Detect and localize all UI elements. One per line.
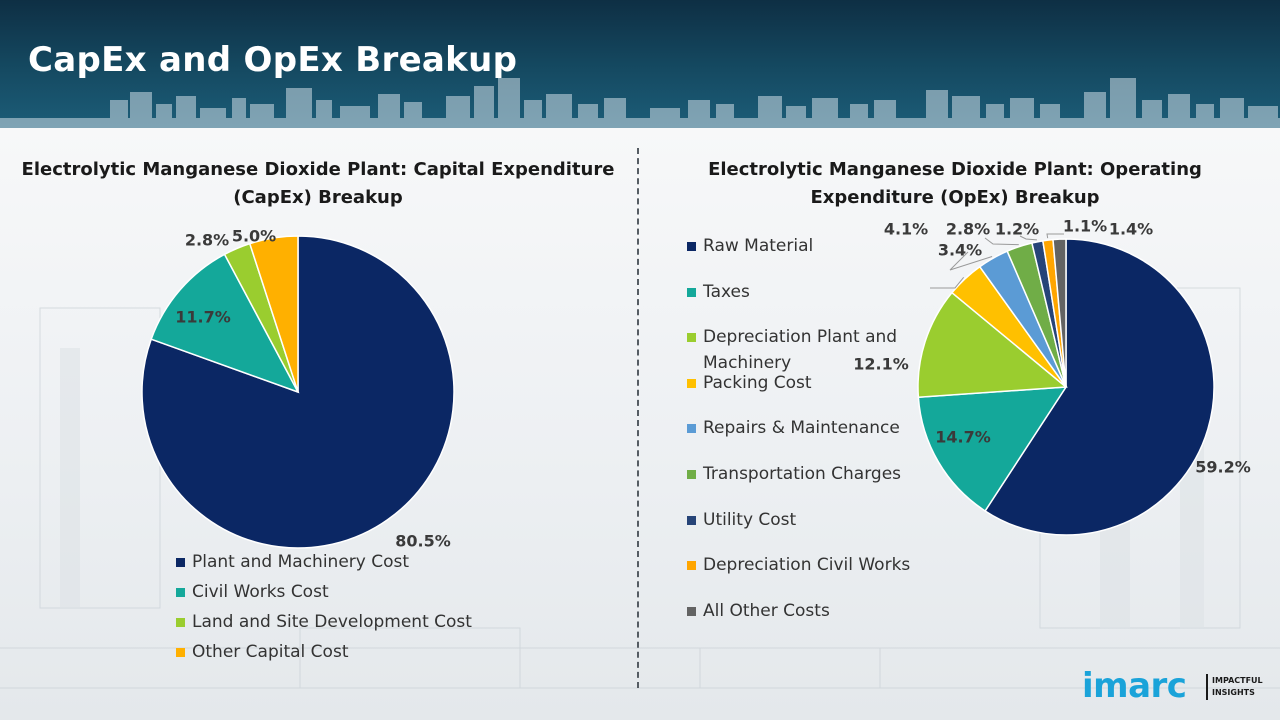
legend-swatch: [687, 561, 696, 571]
legend-label: Depreciation Civil Works: [703, 555, 911, 576]
data-label-raw-material: 59.2%: [1195, 458, 1251, 477]
page-title: CapEx and OpEx Breakup: [28, 40, 518, 80]
pie-slice-other-capital-cost: [248, 235, 299, 393]
legend-item-land-and-site-development-cost: Land and Site Development Cost: [176, 607, 472, 637]
content-area: Electrolytic Manganese Dioxide Plant: Ca…: [0, 128, 1280, 720]
data-label-repairs-and-maintenance: 3.4%: [938, 241, 982, 260]
data-label-depreciation-civil-works: 1.1%: [1063, 217, 1107, 236]
leader-line-repairs-and-maintenance: [949, 251, 993, 271]
logo-wordmark: imarc: [1082, 666, 1187, 706]
legend-swatch: [687, 515, 696, 525]
legend-label: Raw Material: [703, 236, 814, 256]
legend-swatch: [176, 558, 185, 567]
data-label-all-other-costs: 1.4%: [1109, 220, 1153, 239]
legend-swatch: [687, 333, 696, 343]
legend-label: Utility Cost: [703, 509, 797, 530]
pie-slice-civil-works-cost: [150, 253, 300, 394]
legend-item-all-other-costs: All Other Costs: [687, 598, 917, 644]
legend-item-depreciation-civil-works: Depreciation Civil Works: [687, 552, 917, 598]
leader-line-utility-cost: [1019, 235, 1038, 241]
legend-label: Other Capital Cost: [192, 642, 349, 662]
legend-label: Repairs & Maintenance: [703, 418, 900, 439]
opex-legend: Raw Material Taxes Depreciation Plant and …: [687, 233, 917, 643]
legend-label: Land and Site Development Cost: [192, 612, 472, 632]
opex-chart-title: Electrolytic Manganese Dioxide Plant: Op…: [708, 159, 1202, 208]
legend-item-depreciation-plant-and-machinery: Depreciation Plant and Machinery: [687, 324, 917, 374]
legend-item-utility-cost: Utility Cost: [687, 507, 917, 553]
data-label-utility-cost: 1.2%: [995, 220, 1039, 239]
legend-label: Taxes: [703, 281, 750, 302]
pie-slice-taxes: [917, 386, 1068, 512]
legend-swatch: [687, 424, 696, 434]
legend-item-plant-and-machinery-cost: Plant and Machinery Cost: [176, 547, 472, 577]
legend-swatch: [176, 618, 185, 627]
leader-line-packing-cost: [930, 277, 965, 289]
legend-item-taxes: Taxes: [687, 279, 917, 325]
legend-swatch: [687, 378, 696, 388]
legend-swatch: [176, 588, 185, 597]
legend-swatch: [687, 242, 696, 251]
leader-line-depreciation-civil-works: [1046, 233, 1064, 239]
data-label-other-capital-cost: 5.0%: [232, 227, 276, 246]
data-label-packing-cost: 4.1%: [884, 220, 928, 239]
capex-chart-title: Electrolytic Manganese Dioxide Plant: Ca…: [21, 159, 615, 208]
data-label-land-and-site-development-cost: 2.8%: [185, 231, 229, 250]
opex-pie-chart: 59.2% 14.7% 12.1% 4.1% 3.4% 2.8% 1.2% 1.1% 1.4%: [853, 217, 1251, 536]
legend-label: All Other Costs: [703, 600, 830, 621]
logo-tagline: IMPACTFUL INSIGHTS: [1212, 676, 1263, 697]
imarc-logo: imarc IMPACTFUL INSIGHTS: [1082, 664, 1263, 708]
pie-slice-raw-material: [984, 238, 1215, 536]
legend-item-other-capital-cost: Other Capital Cost: [176, 637, 472, 667]
data-label-taxes: 14.7%: [935, 428, 991, 447]
logo-divider: [1206, 674, 1208, 700]
leader-line-transportation-charges: [984, 237, 1019, 246]
legend-label: Civil Works Cost: [192, 582, 329, 602]
legend-swatch: [687, 287, 696, 297]
legend-label: Transportation Charges: [703, 463, 902, 484]
pie-slice-all-other-costs: [1052, 238, 1067, 388]
legend-item-repairs-and-maintenance: Repairs & Maintenance: [687, 415, 917, 461]
legend-item-packing-cost: Packing Cost: [687, 370, 917, 416]
data-label-depreciation-plant-and-machinery: 12.1%: [853, 355, 909, 374]
legend-label: Plant and Machinery Cost: [192, 552, 410, 572]
city-skyline-illustration: [0, 78, 1280, 128]
legend-label: Packing Cost: [703, 372, 812, 393]
panel-divider: [637, 148, 639, 688]
capex-legend: Plant and Machinery Cost Civil Works Cost…: [176, 547, 472, 667]
legend-swatch: [687, 469, 696, 479]
capex-pie-chart: 80.5% 11.7% 2.8% 5.0%: [141, 227, 455, 551]
data-label-civil-works-cost: 11.7%: [175, 308, 231, 327]
data-label-plant-and-machinery-cost: 80.5%: [395, 532, 451, 551]
legend-label: Depreciation Plant and Machinery: [703, 327, 898, 374]
legend-swatch: [687, 606, 696, 616]
pie-slice-depreciation-plant-and-machinery: [917, 291, 1068, 399]
data-label-transportation-charges: 2.8%: [946, 220, 990, 239]
legend-item-transportation-charges: Transportation Charges: [687, 461, 917, 507]
legend-item-civil-works-cost: Civil Works Cost: [176, 577, 472, 607]
legend-item-raw-material: Raw Material: [687, 233, 917, 279]
header-banner: CapEx and OpEx Breakup: [0, 0, 1280, 128]
legend-swatch: [176, 648, 185, 657]
